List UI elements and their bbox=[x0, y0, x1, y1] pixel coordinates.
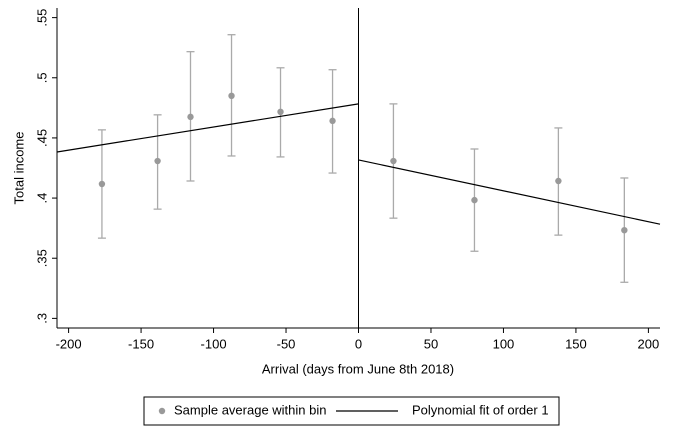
x-tick-label: 50 bbox=[424, 336, 438, 351]
y-tick-label: .35 bbox=[34, 249, 49, 267]
x-tick-label: 200 bbox=[638, 336, 660, 351]
x-tick-label: 150 bbox=[565, 336, 587, 351]
point bbox=[98, 180, 106, 188]
point bbox=[390, 157, 397, 165]
legend-box bbox=[143, 396, 560, 426]
x-tick-label: 100 bbox=[493, 336, 515, 351]
y-tick-label: .45 bbox=[34, 129, 49, 147]
x-tick-label: -200 bbox=[56, 336, 82, 351]
point bbox=[555, 177, 562, 185]
point bbox=[228, 92, 235, 100]
y-tick-label: .55 bbox=[34, 9, 49, 27]
legend-label: Polynomial fit of order 1 bbox=[412, 402, 549, 417]
x-tick-label: -100 bbox=[201, 336, 227, 351]
point bbox=[154, 157, 161, 165]
point bbox=[187, 113, 194, 121]
y-axis-title: Total income bbox=[11, 132, 26, 205]
legend-marker bbox=[158, 407, 166, 415]
x-tick-label: -150 bbox=[128, 336, 154, 351]
point bbox=[621, 226, 628, 234]
x-axis-title: Arrival (days from June 8th 2018) bbox=[262, 361, 454, 376]
y-tick-label: .3 bbox=[34, 313, 49, 324]
x-tick-label: 0 bbox=[355, 336, 362, 351]
y-tick-label: .5 bbox=[34, 72, 49, 83]
fit-line bbox=[56, 103, 661, 225]
legend-label: Sample average within bin bbox=[174, 402, 326, 417]
point bbox=[277, 108, 284, 116]
point bbox=[471, 196, 478, 204]
x-tick-label: -50 bbox=[277, 336, 296, 351]
point bbox=[329, 117, 336, 125]
y-tick-label: .4 bbox=[34, 193, 49, 204]
